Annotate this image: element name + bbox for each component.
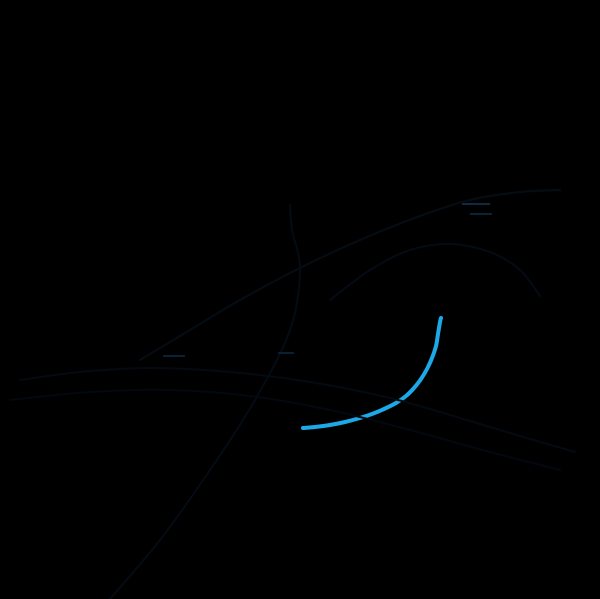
series-line-faint-trace-arc (329, 242, 541, 301)
marker-dash-mark-right-b (470, 213, 492, 215)
series-line-faint-trace-upper (139, 189, 561, 361)
marker-dash-mark-left (163, 355, 185, 357)
marker-dash-mark-mid (278, 352, 294, 354)
series-line-faint-trace-middle (19, 367, 576, 453)
marker-layer (163, 203, 492, 357)
series-line-faint-trace-diagonal (109, 204, 302, 599)
marker-dash-mark-right-a (462, 203, 490, 205)
series-line-faint-trace-lower (9, 388, 561, 471)
series-layer (9, 189, 576, 599)
series-line-primary-curve (301, 316, 443, 430)
